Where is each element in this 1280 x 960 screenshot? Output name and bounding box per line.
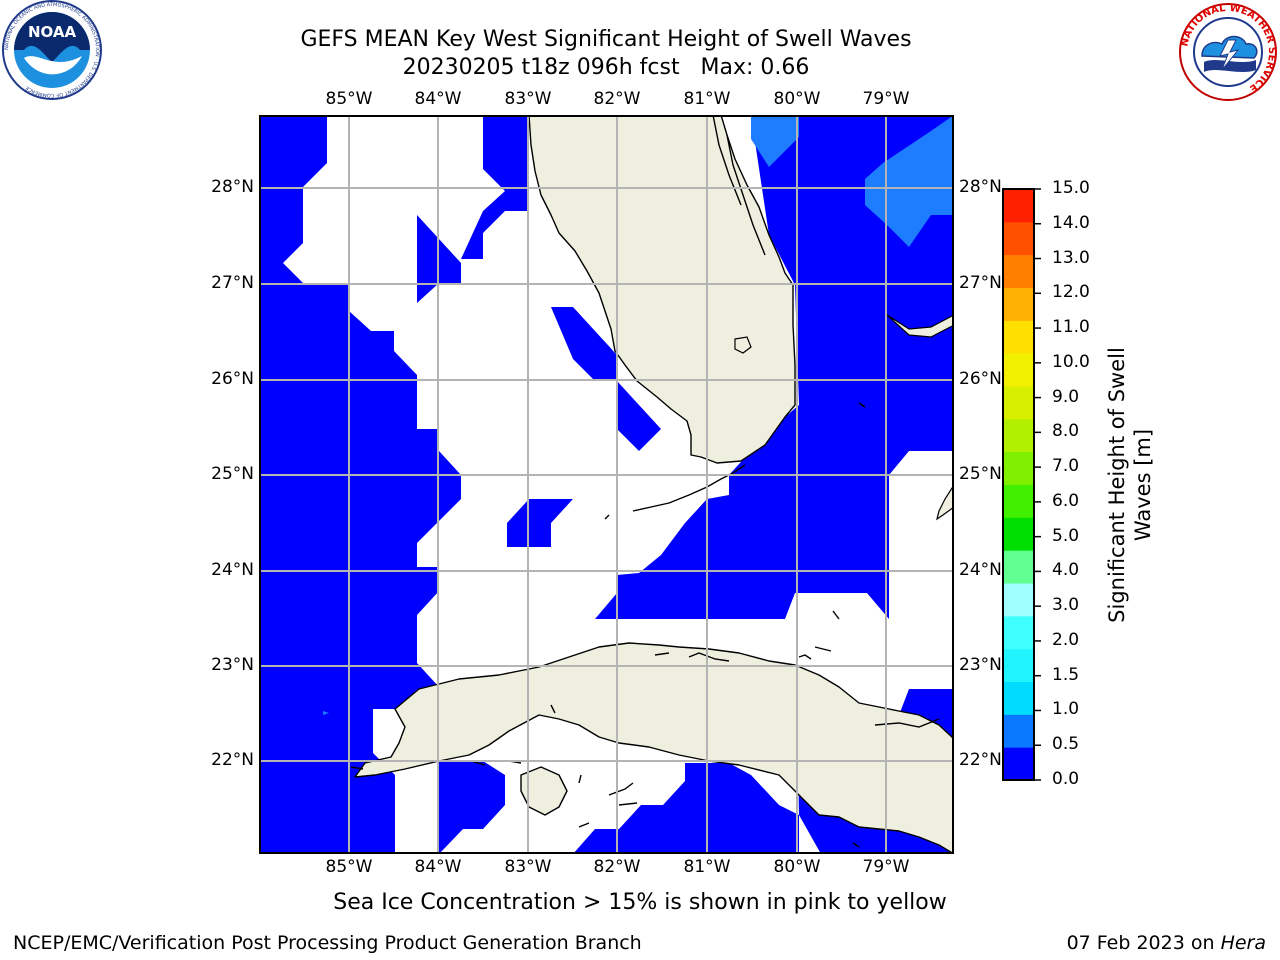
colorbar-tick-label: 6.0 <box>1052 490 1080 511</box>
graticule <box>259 115 954 854</box>
colorbar-band <box>1003 550 1034 584</box>
lake-okeechobee <box>734 336 752 354</box>
colorbar-tick-label: 9.0 <box>1052 386 1080 407</box>
noaa-logo-text: NOAA <box>28 23 77 41</box>
swell-field-0.5-1 <box>323 115 954 715</box>
colorbar-tick-label: 8.0 <box>1052 421 1080 442</box>
colorbar-tick-label: 3.0 <box>1052 595 1080 616</box>
isla-de-la-juventud <box>520 766 568 816</box>
colorbar-band <box>1003 714 1034 748</box>
lat-label-left: 27°N <box>211 273 254 293</box>
colorbar-tick-label: 7.0 <box>1052 456 1080 477</box>
lat-label-right: 27°N <box>959 273 1002 293</box>
colorbar-band <box>1003 418 1034 453</box>
colorbar-tick-label: 1.0 <box>1052 699 1080 720</box>
lat-label-right: 24°N <box>959 560 1002 580</box>
colorbar-band <box>1003 386 1034 420</box>
lon-label-bottom: 79°W <box>862 857 910 877</box>
florida-peninsula <box>528 115 796 464</box>
lon-label-top: 79°W <box>862 89 910 109</box>
lon-label-top: 85°W <box>325 89 373 109</box>
map-frame <box>259 115 954 854</box>
lat-label-right: 23°N <box>959 655 1002 675</box>
land-masses <box>354 115 954 854</box>
andros-island <box>936 483 954 521</box>
colorbar-tick-label: 13.0 <box>1052 247 1090 268</box>
colorbar-band <box>1003 681 1034 715</box>
cuba <box>354 642 954 854</box>
page-subtitle: 20230205 t18z 096h fcst Max: 0.66 <box>402 55 810 80</box>
colorbar-band <box>1003 189 1034 223</box>
credit-text: NCEP/EMC/Verification Post Processing Pr… <box>13 932 642 954</box>
lat-label-left: 24°N <box>211 560 254 580</box>
lon-label-top: 80°W <box>773 89 821 109</box>
machine-name: Hera <box>1220 932 1266 954</box>
colorbar-band <box>1003 451 1034 485</box>
lon-label-bottom: 84°W <box>414 857 462 877</box>
colorbar-tick-label: 2.0 <box>1052 629 1080 650</box>
lat-label-left: 25°N <box>211 464 254 484</box>
nws-logo-icon: NATIONAL WEATHER SERVICE <box>1179 3 1277 101</box>
colorbar-tick-label: 0.5 <box>1052 734 1080 755</box>
colorbar-tick-label: 12.0 <box>1052 282 1090 303</box>
colorbar-tick-label: 5.0 <box>1052 525 1080 546</box>
colorbar-label-line1: Significant Height of Swell <box>1105 347 1129 623</box>
colorbar-band <box>1003 747 1034 781</box>
colorbar-tick-label: 15.0 <box>1052 178 1090 198</box>
colorbar-band <box>1003 583 1034 617</box>
lon-label-top: 81°W <box>683 89 731 109</box>
colorbar-band <box>1003 254 1034 288</box>
lat-label-right: 25°N <box>959 464 1002 484</box>
swell-height-map <box>259 115 954 854</box>
lat-label-right: 22°N <box>959 750 1002 770</box>
grand-bahama <box>886 314 954 338</box>
colorbar-tick-label: 14.0 <box>1052 212 1090 233</box>
colorbar-band <box>1003 517 1034 551</box>
colorbar-band <box>1003 615 1034 650</box>
colorbar-band <box>1003 648 1034 682</box>
colorbar-tick-label: 10.0 <box>1052 351 1090 372</box>
date-stamp: 07 Feb 2023 on Hera <box>1067 932 1266 954</box>
lat-label-left: 23°N <box>211 655 254 675</box>
lon-label-bottom: 80°W <box>773 857 821 877</box>
colorbar-band <box>1003 320 1034 354</box>
lat-label-left: 28°N <box>211 177 254 197</box>
colorbar-frame <box>1002 188 1035 781</box>
lon-label-bottom: 81°W <box>683 857 731 877</box>
colorbar-label-line2: Waves [m] <box>1131 428 1155 542</box>
colorbar-tick-label: 4.0 <box>1052 560 1080 581</box>
colorbar-band <box>1003 484 1034 518</box>
lat-label-right: 28°N <box>959 177 1002 197</box>
lon-label-bottom: 82°W <box>593 857 641 877</box>
colorbar-band <box>1003 287 1034 321</box>
colorbar-tick-label: 1.5 <box>1052 664 1080 685</box>
noaa-logo-icon: NOAA NATIONAL OCEANIC AND ATMOSPHERIC AD… <box>2 0 102 100</box>
colorbar-band <box>1003 353 1034 387</box>
colorbar-tick-label: 11.0 <box>1052 317 1090 338</box>
lon-label-top: 82°W <box>593 89 641 109</box>
lat-label-right: 26°N <box>959 369 1002 389</box>
colorbar-tick-label: 0.0 <box>1052 769 1080 789</box>
lat-label-left: 26°N <box>211 369 254 389</box>
lat-label-left: 22°N <box>211 750 254 770</box>
lon-label-bottom: 85°W <box>325 857 373 877</box>
date-text: 07 Feb 2023 on <box>1066 932 1221 954</box>
lon-label-top: 83°W <box>504 89 552 109</box>
sea-ice-note: Sea Ice Concentration > 15% is shown in … <box>333 890 947 915</box>
page-title: GEFS MEAN Key West Significant Height of… <box>300 27 912 52</box>
colorbar <box>1002 188 1041 781</box>
colorbar-band <box>1003 221 1034 256</box>
lon-label-bottom: 83°W <box>504 857 552 877</box>
lon-label-top: 84°W <box>414 89 462 109</box>
